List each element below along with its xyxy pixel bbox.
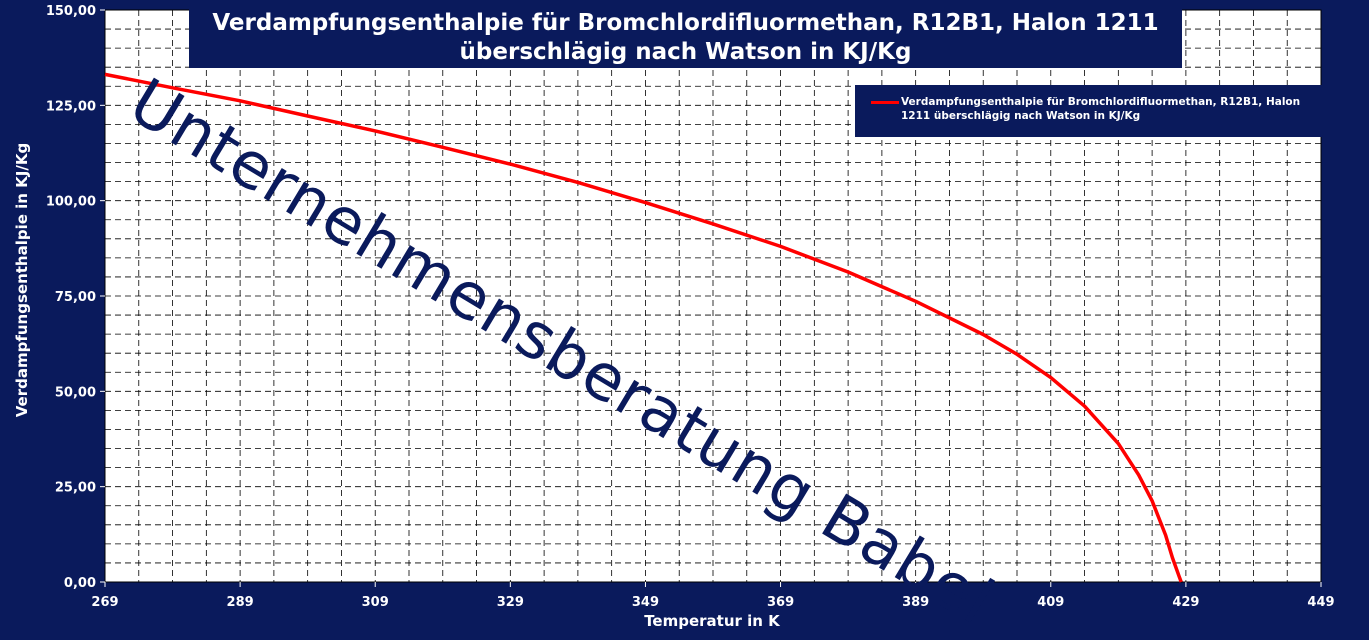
chart-title: Verdampfungsenthalpie für Bromchlordiflu… bbox=[189, 8, 1182, 68]
x-axis-title: Temperatur in K bbox=[644, 612, 781, 630]
x-tick-label: 409 bbox=[1037, 595, 1064, 610]
x-tick-label: 389 bbox=[902, 595, 929, 610]
legend-label: Verdampfungsenthalpie für Bromchlordiflu… bbox=[901, 96, 1301, 122]
x-tick-label: 269 bbox=[91, 595, 118, 610]
series-layer bbox=[104, 72, 1183, 583]
y-tick-label: 50,00 bbox=[55, 385, 96, 400]
y-tick-label: 0,00 bbox=[64, 576, 96, 591]
y-tick-label: 150,00 bbox=[46, 4, 96, 19]
legend: Verdampfungsenthalpie für Bromchlordiflu… bbox=[855, 85, 1323, 137]
x-tick-label: 289 bbox=[227, 595, 254, 610]
legend-swatch bbox=[871, 101, 899, 104]
x-tick-label: 449 bbox=[1307, 595, 1334, 610]
y-tick-label: 25,00 bbox=[55, 481, 96, 496]
x-tick-label: 429 bbox=[1172, 595, 1199, 610]
chart-title-line-1: Verdampfungsenthalpie für Bromchlordiflu… bbox=[212, 10, 1159, 36]
y-tick-label: 125,00 bbox=[46, 99, 96, 114]
y-axis-ticks: 0,00 25,00 50,00 75,00 100,00 125,00 150,00 bbox=[46, 4, 105, 591]
chart-title-line-2: überschlägig nach Watson in KJ/Kg bbox=[459, 39, 912, 65]
series-line bbox=[104, 72, 1183, 583]
x-tick-label: 369 bbox=[767, 595, 794, 610]
x-tick-label: 349 bbox=[632, 595, 659, 610]
x-tick-label: 329 bbox=[497, 595, 524, 610]
x-tick-label: 309 bbox=[362, 595, 389, 610]
y-tick-label: 75,00 bbox=[55, 290, 96, 305]
y-tick-label: 100,00 bbox=[46, 195, 96, 210]
x-axis-ticks: 269 289 309 329 349 369 389 409 429 449 bbox=[91, 582, 1335, 610]
y-axis-title: Verdampfungsenthalpie in KJ/Kg bbox=[13, 143, 31, 417]
